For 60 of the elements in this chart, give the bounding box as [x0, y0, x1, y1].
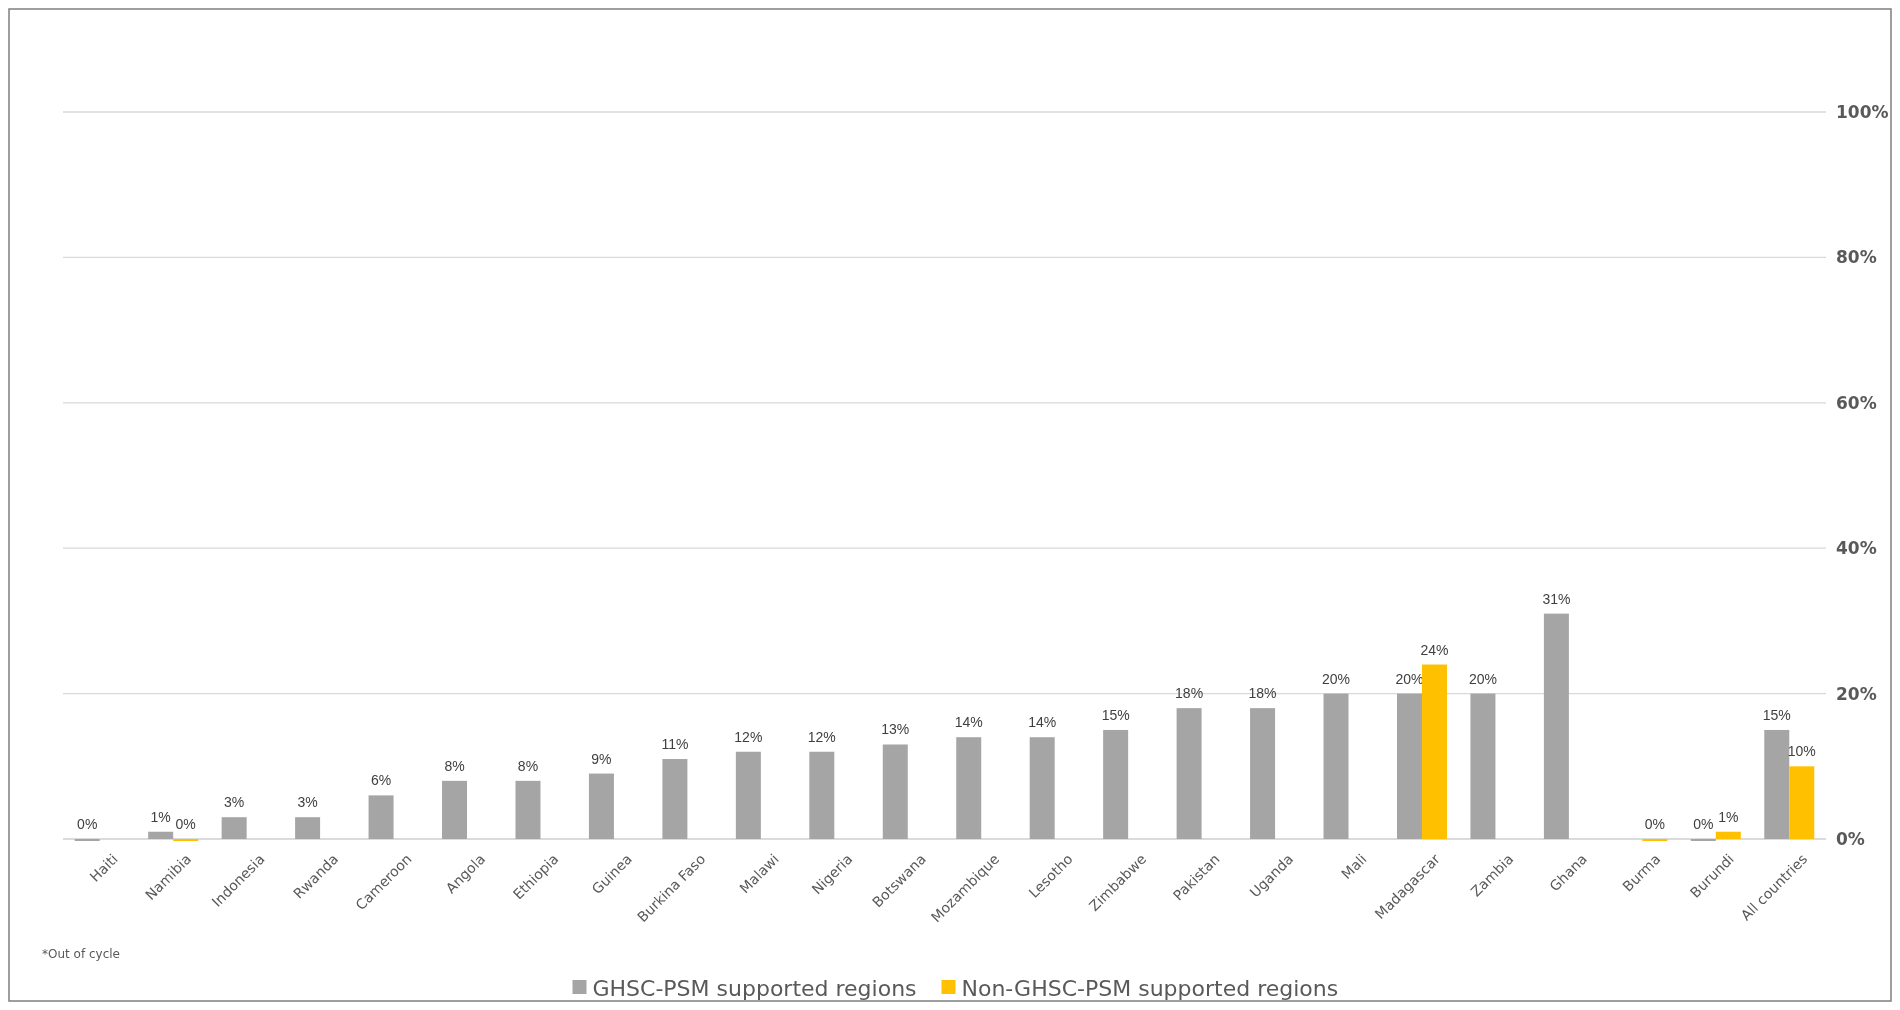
data-label: 12% [807, 728, 836, 745]
y-tick-label: 60% [1836, 392, 1877, 413]
data-label: 10% [1787, 743, 1816, 760]
bar [956, 737, 982, 839]
data-label: 0% [175, 816, 196, 832]
data-label: 6% [370, 772, 392, 789]
bar [148, 831, 174, 839]
data-label: 9% [591, 750, 612, 767]
bar [295, 817, 321, 839]
bar [1250, 708, 1276, 839]
y-tick-label: 20% [1836, 683, 1877, 704]
y-tick-label: 40% [1836, 538, 1877, 559]
bar [1789, 766, 1815, 839]
bar [882, 744, 908, 839]
bar [221, 817, 247, 839]
data-label: 3% [224, 794, 245, 811]
bar [1764, 729, 1790, 839]
bar [1715, 831, 1741, 839]
bar [735, 751, 761, 839]
data-label: 8% [517, 757, 539, 774]
data-label: 13% [881, 721, 910, 738]
bar [809, 751, 835, 839]
data-label: 15% [1762, 706, 1791, 723]
bar [442, 780, 468, 839]
data-label: 1% [1718, 808, 1739, 825]
y-tick-label: 100% [1836, 101, 1889, 122]
data-label: 14% [1028, 714, 1057, 731]
data-label: 18% [1248, 685, 1277, 702]
bar [1029, 737, 1055, 839]
y-tick-label: 0% [1836, 828, 1865, 849]
data-label: 15% [1101, 706, 1130, 723]
bar [1470, 693, 1496, 839]
data-label: 20% [1468, 670, 1497, 687]
legend-label: Non-GHSC-PSM supported regions [961, 975, 1339, 1001]
bar [1176, 708, 1202, 839]
bar [1421, 664, 1447, 839]
bar [515, 780, 541, 839]
data-label: 0% [77, 816, 98, 832]
data-label: 0% [1644, 816, 1665, 832]
data-label: 20% [1322, 670, 1351, 687]
data-label: 0% [1693, 816, 1714, 832]
data-label: 1% [150, 808, 171, 825]
bar [588, 773, 614, 839]
data-label: 11% [661, 736, 689, 753]
y-tick-label: 80% [1836, 247, 1877, 268]
legend-label: GHSC-PSM supported regions [592, 975, 917, 1001]
data-label: 24% [1420, 641, 1449, 658]
data-label: 12% [734, 728, 763, 745]
data-label: 18% [1175, 685, 1204, 702]
data-label: 31% [1542, 590, 1571, 607]
data-label: 14% [954, 714, 983, 731]
text: *Out of cycle [42, 947, 120, 961]
bar [1103, 729, 1129, 839]
bar [1543, 613, 1569, 839]
data-label: 3% [297, 794, 318, 811]
data-label: 8% [444, 757, 465, 774]
bar [662, 759, 688, 839]
bar [368, 795, 394, 839]
bar [1323, 693, 1349, 839]
bar [1396, 693, 1422, 839]
